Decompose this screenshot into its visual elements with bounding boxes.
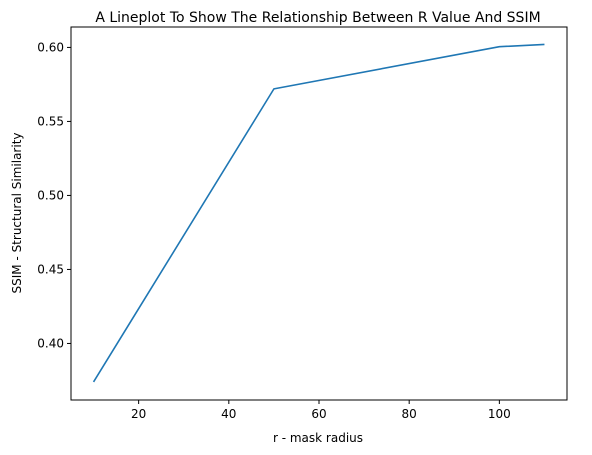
series-line — [92, 43, 545, 383]
y-tick-label: 0.40 — [37, 336, 64, 350]
x-tick-label: 80 — [402, 407, 417, 421]
series-layer — [92, 43, 545, 383]
x-tick-label: 40 — [221, 407, 236, 421]
y-tick-label: 0.60 — [37, 40, 64, 54]
x-axis-label: r - mask radius — [273, 431, 363, 445]
y-tick-label: 0.55 — [37, 114, 64, 128]
y-axis-label: SSIM - Structural Similarity — [10, 132, 24, 293]
y-tick-label: 0.50 — [37, 188, 64, 202]
y-tick-label: 0.45 — [37, 262, 64, 276]
x-axis: 20 40 60 80 100 — [131, 400, 511, 421]
chart-title: A Lineplot To Show The Relationship Betw… — [95, 10, 540, 26]
y-axis: 0.40 0.45 0.50 0.55 0.60 — [37, 40, 71, 350]
x-tick-label: 100 — [488, 407, 511, 421]
plot-area-frame — [70, 26, 568, 401]
x-tick-label: 20 — [131, 407, 146, 421]
x-tick-label: 60 — [311, 407, 326, 421]
